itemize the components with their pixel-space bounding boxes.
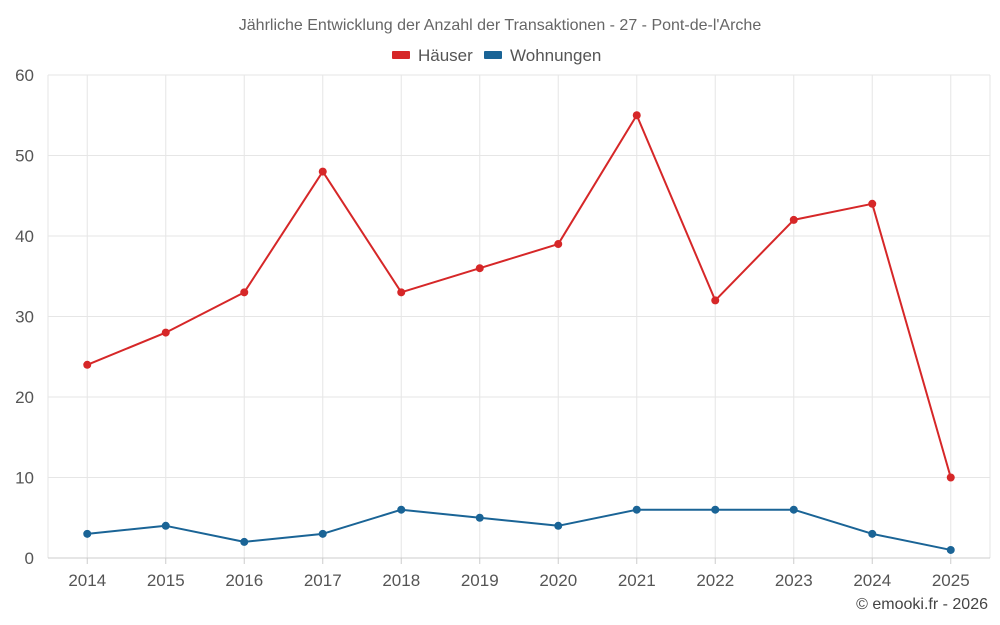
legend-label-wohnungen[interactable]: Wohnungen [510,46,601,65]
grid [48,74,990,558]
data-point-wohnungen[interactable] [318,529,327,538]
data-point-haeuser[interactable] [240,288,249,297]
data-point-wohnungen[interactable] [397,505,406,514]
data-point-wohnungen[interactable] [240,537,249,546]
y-tick-label: 10 [15,469,34,488]
data-point-haeuser[interactable] [554,240,563,249]
axes: 0 10 20 30 40 50 60 2014 2015 2016 2017 2018 2019 202… [15,66,991,590]
x-tick-label: 2025 [932,571,970,590]
x-tick-label: 2019 [461,571,499,590]
legend-label-haeuser[interactable]: Häuser [418,46,473,65]
data-point-haeuser[interactable] [632,111,641,120]
data-point-wohnungen[interactable] [711,505,720,514]
data-point-haeuser[interactable] [946,473,955,482]
x-tick-label: 2016 [225,571,263,590]
y-tick-label: 40 [15,227,34,246]
y-tick-label: 20 [15,388,34,407]
data-point-haeuser[interactable] [711,296,720,305]
data-point-wohnungen[interactable] [83,529,92,538]
series-layer [83,111,955,554]
x-tick-label: 2018 [382,571,420,590]
data-point-haeuser[interactable] [161,328,170,337]
series-line-haeuser [86,114,952,478]
x-tick-label: 2015 [147,571,185,590]
data-point-haeuser[interactable] [318,167,327,176]
y-tick-label: 0 [25,549,34,568]
data-point-wohnungen[interactable] [475,513,484,522]
data-point-wohnungen[interactable] [554,521,563,530]
credit-text: © emooki.fr - 2026 [856,596,988,613]
x-tick-label: 2014 [68,571,106,590]
data-point-wohnungen[interactable] [789,505,798,514]
x-tick-label: 2024 [853,571,891,590]
data-point-wohnungen[interactable] [161,521,170,530]
legend-swatch-wohnungen [484,51,502,59]
chart-title: Jährliche Entwicklung der Anzahl der Tra… [239,17,762,34]
y-tick-label: 50 [15,147,34,166]
data-point-wohnungen[interactable] [868,529,877,538]
data-point-haeuser[interactable] [83,360,92,369]
data-point-wohnungen[interactable] [632,505,641,514]
data-point-haeuser[interactable] [475,264,484,273]
data-point-wohnungen[interactable] [946,545,955,554]
series-line-wohnungen [87,508,951,551]
data-point-haeuser[interactable] [397,288,406,297]
x-tick-label: 2020 [539,571,577,590]
data-point-haeuser[interactable] [868,199,877,208]
legend: Häuser Wohnungen [392,46,601,65]
x-tick-label: 2017 [304,571,342,590]
x-tick-label: 2021 [618,571,656,590]
y-tick-label: 30 [15,308,34,327]
data-point-haeuser[interactable] [789,215,798,224]
x-tick-label: 2023 [775,571,813,590]
legend-swatch-haeuser [392,51,410,59]
y-tick-label: 60 [15,66,34,85]
x-tick-label: 2022 [696,571,734,590]
